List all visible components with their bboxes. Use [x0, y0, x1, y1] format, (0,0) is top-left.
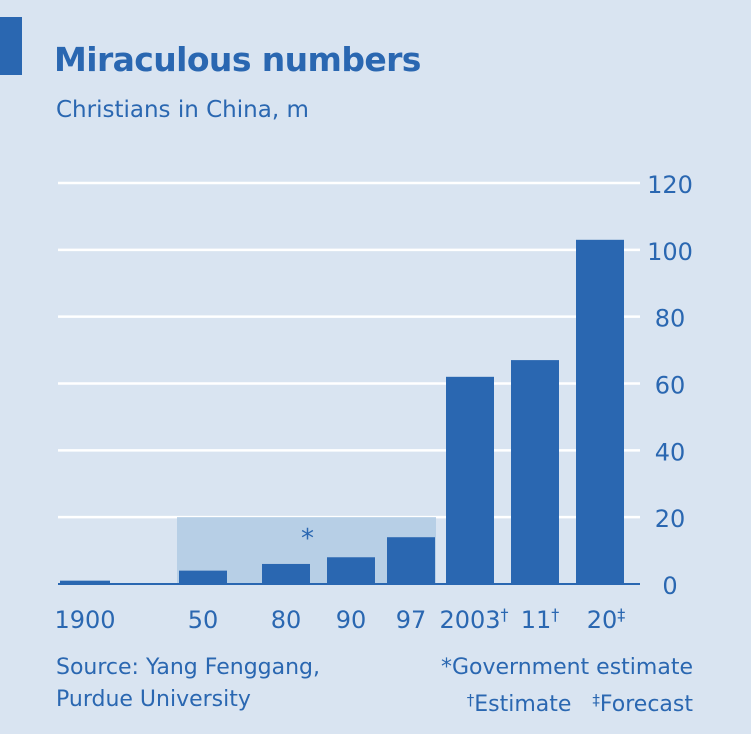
footnote-estimate: Estimate: [474, 692, 572, 717]
source-note: Source: Yang Fenggang, Purdue University: [56, 652, 320, 716]
bar-2003†: [446, 376, 494, 584]
y-tick-40: 40: [655, 438, 686, 466]
bar-11†: [511, 360, 559, 584]
chart-title: Miraculous numbers: [54, 40, 421, 79]
footnotes: *Government estimate †Estimate ‡Forecast: [441, 652, 693, 721]
dagger-symbol: †: [466, 691, 475, 709]
highlight-asterisk: *: [301, 524, 314, 554]
x-tick-4: 97: [396, 606, 427, 634]
x-tick-3: 90: [336, 606, 367, 634]
x-tick-6: 11†: [521, 605, 560, 634]
x-axis-ticks: 1900 50 80 90 97 2003† 11† 20‡: [54, 605, 625, 634]
x-tick-2: 80: [271, 606, 302, 634]
double-dagger-symbol: ‡: [592, 691, 600, 709]
footnote-government: *Government estimate: [440, 655, 693, 680]
bars: [58, 239, 640, 585]
footnote-estimate-forecast: †Estimate ‡Forecast: [441, 684, 693, 721]
source-line-2: Purdue University: [56, 687, 251, 712]
x-tick-1: 50: [188, 606, 219, 634]
footnote-forecast: Forecast: [599, 692, 693, 717]
bar-90: [327, 557, 375, 584]
y-tick-0: 0: [662, 572, 677, 600]
y-tick-20: 20: [655, 505, 686, 533]
y-tick-120: 120: [647, 171, 693, 199]
x-tick-7: 20‡: [587, 605, 626, 634]
y-tick-100: 100: [647, 238, 693, 266]
bar-50: [179, 570, 227, 584]
bar-97: [387, 537, 435, 584]
y-tick-60: 60: [655, 372, 686, 400]
title-accent-bar: [0, 17, 22, 75]
x-tick-5: 2003†: [439, 605, 508, 634]
x-tick-0: 1900: [54, 606, 115, 634]
y-tick-80: 80: [655, 305, 686, 333]
bar-80: [262, 563, 310, 584]
chart-subtitle: Christians in China, m: [56, 97, 309, 123]
y-axis-ticks: 0 20 40 60 80 100 120: [647, 171, 693, 600]
bar-20‡: [576, 239, 624, 584]
bar-1900: [60, 580, 110, 584]
source-line-1: Source: Yang Fenggang,: [56, 655, 320, 680]
